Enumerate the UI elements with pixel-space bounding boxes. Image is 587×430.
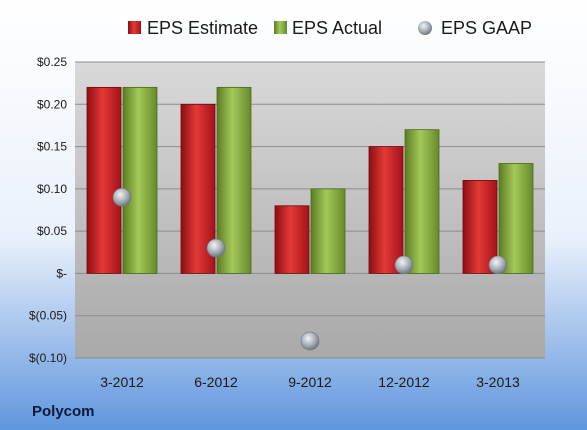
y-axis-ticks: $0.25 $0.20 $0.15 $0.10 $0.05 $- $(0.05) $(0.10… xyxy=(29,55,67,365)
legend: EPS Estimate EPS Actual EPS GAAP xyxy=(128,18,532,38)
x-tick-label: 12-2012 xyxy=(378,374,430,390)
y-tick-label: $0.10 xyxy=(37,182,67,196)
eps-actual-bar xyxy=(498,163,534,274)
x-tick-label: 3-2012 xyxy=(100,374,144,390)
bars xyxy=(86,86,534,274)
x-tick-label: 9-2012 xyxy=(288,374,332,390)
legend-actual-swatch xyxy=(274,21,287,34)
eps-estimate-bar xyxy=(86,86,122,274)
eps-actual-bar xyxy=(310,188,346,274)
y-tick-label: $- xyxy=(56,266,67,280)
legend-estimate-swatch xyxy=(128,21,141,34)
company-label: Polycom xyxy=(32,403,95,420)
legend-actual-label: EPS Actual xyxy=(292,18,382,38)
eps-estimate-bar xyxy=(368,146,404,274)
x-axis-labels: 3-2012 6-2012 9-2012 12-2012 3-2013 xyxy=(100,374,520,390)
eps-gaap-point xyxy=(488,255,508,275)
eps-actual-bar xyxy=(122,86,158,274)
eps-actual-bar xyxy=(404,129,440,274)
legend-gaap-marker xyxy=(418,21,432,35)
eps-gaap-point xyxy=(300,331,320,351)
y-tick-label: $(0.05) xyxy=(29,309,67,323)
eps-estimate-bar xyxy=(274,205,310,274)
y-tick-label: $0.20 xyxy=(37,97,67,111)
x-tick-label: 6-2012 xyxy=(194,374,238,390)
legend-estimate-label: EPS Estimate xyxy=(147,18,258,38)
eps-gaap-point xyxy=(206,238,226,258)
eps-gaap-point xyxy=(112,188,132,207)
gaap-points xyxy=(112,188,508,351)
legend-gaap-label: EPS GAAP xyxy=(441,18,532,38)
y-tick-label: $0.15 xyxy=(37,140,67,154)
y-tick-label: $0.05 xyxy=(37,224,67,238)
eps-estimate-bar xyxy=(462,179,498,274)
eps-gaap-point xyxy=(394,255,414,275)
x-tick-label: 3-2013 xyxy=(476,374,520,390)
y-tick-label: $(0.10) xyxy=(29,351,67,365)
y-tick-label: $0.25 xyxy=(37,55,67,69)
